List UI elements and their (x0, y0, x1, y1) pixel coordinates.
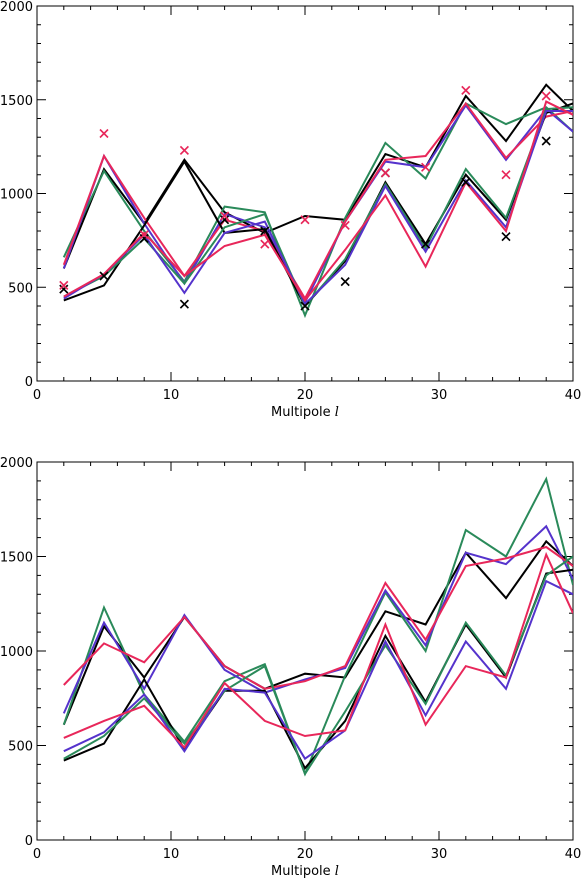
data-marker-black (300, 301, 310, 311)
y-tick-label: 0 (25, 834, 33, 849)
data-marker-red (99, 128, 109, 139)
y-tick-label: 0 (25, 375, 33, 390)
data-marker-black (220, 215, 230, 225)
y-tick-label: 2000 (0, 456, 33, 471)
series-line-blue-7 (63, 579, 573, 761)
x-axis-title: Multipole l (271, 405, 339, 420)
series-line-red-4 (62, 101, 573, 301)
series-line-black-1 (62, 539, 573, 726)
data-marker-black (541, 136, 551, 146)
y-tick-label: 1500 (0, 94, 33, 109)
x-tick-label: 20 (297, 847, 314, 862)
plot-panel-2: 0 10 20 30 40 0 500 1000 1500 2000 Multipole l (0, 456, 581, 879)
series-line-blue-7 (63, 110, 573, 306)
data-marker-black (501, 232, 511, 242)
data-marker-red (421, 162, 431, 172)
data-marker-red (139, 230, 149, 240)
data-marker-black (99, 271, 109, 281)
data-marker-black (260, 226, 270, 236)
x-axis-symbol: l (335, 864, 339, 879)
series-line-black-1 (62, 83, 573, 269)
y-tick-label: 1000 (0, 188, 33, 203)
data-marker-red (461, 85, 471, 95)
y-tick-label: 1000 (0, 645, 33, 660)
y-tick-label: 500 (8, 281, 33, 296)
x-axis-title: Multipole l (271, 864, 339, 879)
data-marker-black (340, 277, 350, 287)
x-tick-label: 0 (33, 847, 41, 862)
x-axis-symbol: l (335, 405, 339, 420)
data-marker-red (300, 215, 310, 225)
plot-frame (36, 461, 574, 841)
x-tick-label: 0 (33, 388, 41, 403)
series-line-red-8 (63, 551, 573, 750)
y-tick-label: 2000 (0, 0, 33, 15)
x-tick-label: 40 (565, 388, 581, 403)
data-marker-red (59, 280, 69, 290)
data-marker-black (139, 233, 149, 244)
series-line-black-5 (63, 568, 573, 770)
data-marker-black (421, 239, 431, 249)
data-marker-red (260, 239, 270, 249)
data-marker-red (179, 145, 189, 155)
series-line-green-2 (62, 476, 573, 777)
data-marker-red (501, 170, 511, 180)
plot-panel-1: 0 10 20 30 40 0 500 1000 1500 2000 Multipole l (0, 0, 581, 420)
data-marker-black (59, 284, 69, 294)
plot-area (62, 476, 573, 777)
x-tick-label: 30 (431, 847, 448, 862)
x-tick-label: 20 (297, 388, 314, 403)
plot-frame (36, 5, 574, 382)
y-tick-label: 1500 (0, 551, 33, 566)
x-tick-label: 10 (163, 847, 180, 862)
x-tick-label: 40 (565, 847, 581, 862)
x-tick-label: 10 (163, 388, 180, 403)
data-marker-black (461, 177, 471, 187)
series-line-red-8 (63, 100, 573, 303)
series-line-green-6 (63, 555, 573, 777)
x-tick-label: 30 (431, 388, 448, 403)
data-marker-red (220, 211, 230, 221)
data-marker-black (179, 299, 189, 309)
plot-area (59, 83, 573, 319)
series-line-red-4 (63, 545, 573, 690)
y-tick-label: 500 (8, 740, 33, 755)
data-marker-red (541, 91, 551, 101)
data-marker-red (340, 220, 350, 230)
data-marker-red (380, 168, 390, 178)
